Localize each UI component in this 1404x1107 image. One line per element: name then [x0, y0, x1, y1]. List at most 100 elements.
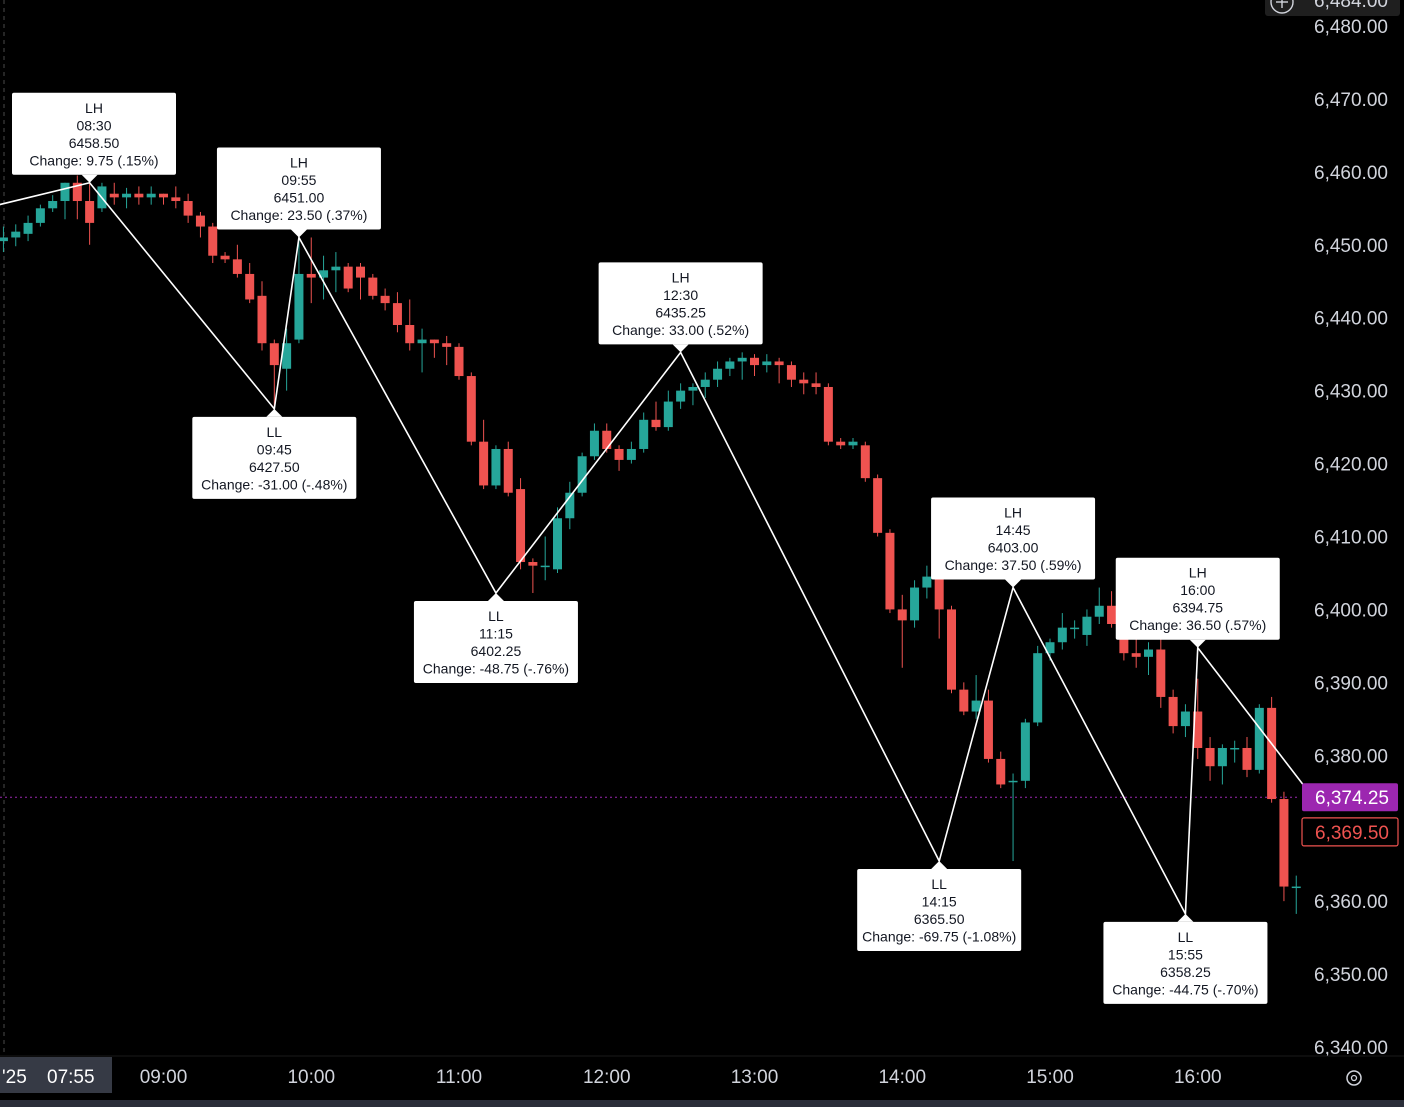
candle-body — [0, 237, 8, 242]
candle — [959, 682, 969, 716]
candle-body — [971, 700, 981, 712]
pivot-box — [931, 497, 1096, 580]
candle-body — [146, 193, 156, 198]
pivot-type: LH — [672, 269, 690, 285]
candle-body — [1057, 627, 1067, 643]
x-tick-label: 16:00 — [1174, 1067, 1222, 1088]
bottom-scrollbar[interactable] — [0, 1100, 1404, 1107]
candle — [503, 441, 513, 497]
candle-body — [356, 266, 365, 278]
candle-body — [1291, 886, 1301, 889]
candle-body — [269, 343, 279, 366]
candle — [23, 215, 33, 242]
candle — [897, 594, 907, 668]
pivot-pointer — [266, 408, 283, 417]
candle — [1033, 645, 1043, 727]
candle — [688, 383, 698, 406]
candle — [109, 182, 119, 205]
candle-body — [245, 273, 255, 300]
candle — [466, 372, 476, 446]
candle-body — [23, 222, 33, 234]
pivot-box — [216, 147, 381, 230]
candle — [72, 175, 82, 220]
candle — [922, 565, 932, 599]
candle-body — [516, 489, 526, 563]
candle-body — [35, 208, 45, 223]
candle-body — [922, 576, 932, 588]
pivot-change: Change: 37.50 (.59%) — [945, 557, 1082, 573]
pivot-pointer — [290, 229, 307, 238]
add-button[interactable]: 6,484.00 — [1265, 0, 1400, 16]
pivot-time: 14:45 — [996, 522, 1031, 538]
pivot-time: 11:15 — [479, 626, 513, 642]
candle-body — [959, 689, 969, 712]
candle — [799, 372, 809, 395]
candle-body — [183, 201, 193, 216]
pivot-price: 6435.25 — [655, 304, 706, 320]
pivot-time: 08:30 — [76, 117, 111, 133]
candle — [1008, 773, 1018, 862]
candle — [429, 339, 439, 358]
pivot-change: Change: 23.50 (.37%) — [230, 207, 367, 223]
settings-button[interactable] — [1346, 1070, 1362, 1086]
candle — [1291, 875, 1301, 914]
candle — [947, 605, 956, 694]
pivot-time: 16:00 — [1180, 582, 1215, 598]
candle-body — [626, 448, 636, 460]
candle-body — [1267, 707, 1277, 800]
candle-body — [725, 361, 735, 369]
candle-body — [282, 343, 292, 369]
candle-body — [1033, 653, 1043, 723]
pivot-pointer — [1005, 579, 1022, 588]
pivot-change: Change: 9.75 (.15%) — [29, 152, 158, 168]
pivot-price: 6394.75 — [1172, 600, 1223, 616]
candle — [122, 187, 132, 209]
time-axis-start-time: 07:55 — [47, 1067, 95, 1088]
candle — [220, 252, 230, 264]
time-axis[interactable]: 09:00 10:00 11:00 12:00 13:00 14:00 15:00 16:00 — [140, 1067, 1222, 1088]
candle-body — [750, 357, 759, 366]
candle-body — [713, 368, 723, 380]
candle-body — [171, 197, 181, 202]
candle — [1217, 744, 1227, 785]
price-axis[interactable]: 6,340.006,350.006,360.006,370.006,380.00… — [1314, 17, 1388, 1059]
candle — [208, 222, 218, 264]
candle — [713, 361, 723, 387]
candle-body — [1168, 696, 1178, 727]
pivot-type: LH — [1189, 565, 1207, 581]
candle-body — [786, 365, 796, 380]
candle-body — [528, 562, 538, 566]
candle-body — [72, 182, 82, 202]
pivot-box — [1103, 921, 1268, 1004]
candle-body — [540, 565, 550, 568]
candle — [232, 244, 242, 278]
y-tick-top-partial: 6,484.00 — [1314, 0, 1388, 12]
candle-body — [442, 343, 452, 347]
pivot-time: 14:15 — [922, 894, 957, 910]
pivot-price: 6427.50 — [249, 459, 300, 475]
pivot-pointer — [81, 174, 98, 183]
pivot-change: Change: 33.00 (.52%) — [612, 322, 749, 338]
candle-body — [1094, 605, 1104, 617]
candle-body — [799, 379, 809, 384]
candle — [134, 186, 144, 205]
pivot-type: LH — [290, 154, 308, 170]
candle-body — [343, 266, 353, 289]
candle-body — [85, 201, 95, 223]
pivot-pointer — [672, 344, 689, 353]
candle — [577, 452, 587, 497]
candle-body — [1070, 627, 1080, 630]
candle-body — [159, 193, 168, 198]
candle — [540, 536, 550, 581]
candle — [1070, 620, 1080, 639]
candle — [479, 419, 489, 490]
candle — [1230, 740, 1240, 763]
pivot-type: LH — [1004, 505, 1022, 521]
